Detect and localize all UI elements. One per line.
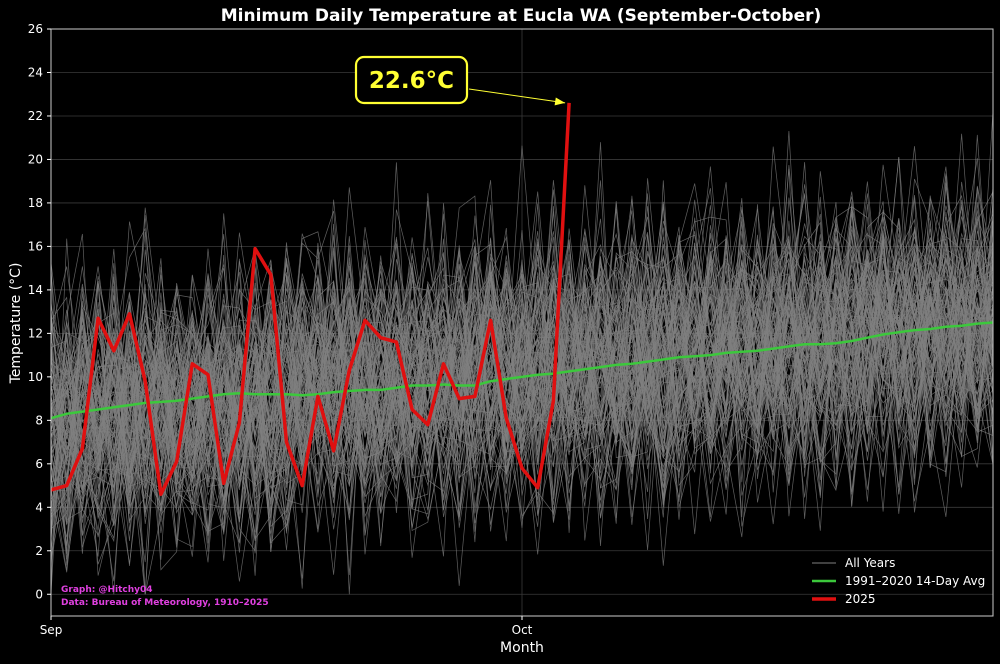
y-tick-label: 12 [28,326,43,340]
year-line [50,204,994,555]
callout: 22.6°C [354,55,566,106]
year-line [50,205,994,553]
year-line [50,245,994,513]
y-tick-label: 18 [28,196,43,210]
year-line [50,240,994,515]
legend-label-avg: 1991–2020 14-Day Avg [845,574,985,588]
year-line [50,162,994,595]
year-line [50,206,994,538]
callout-arrowhead [554,97,566,106]
year-line [50,130,994,523]
callout-arrow [468,88,566,104]
y-axis-label: Temperature (°C) [8,263,24,385]
year-line [50,206,994,544]
year-line [50,191,994,479]
year-line [50,250,994,535]
year-line [50,203,994,561]
year-line [50,201,994,532]
credit-graph: Graph: @Hitchy04 [61,585,153,595]
year-line [50,211,994,536]
year-line [50,228,994,591]
year-line [50,221,994,559]
y-tick-label: 2 [35,544,43,558]
callout-box [354,55,469,105]
chart-title: Minimum Daily Temperature at Eucla WA (S… [221,6,822,26]
year-line [50,213,994,487]
y-tick-label: 6 [35,457,43,471]
callout-label: 22.6°C [369,68,454,94]
year-line [50,185,994,496]
y-tick-label: 22 [28,109,43,123]
year-line [50,231,994,531]
year-line [50,241,994,513]
year-line [50,266,994,575]
series-lines [50,102,994,497]
year-line [50,201,994,509]
year-line [50,217,994,542]
y-tick-label: 8 [35,413,43,427]
legend-label-all-years: All Years [845,556,895,570]
y-tick-label: 0 [35,587,43,601]
year-line [50,223,994,553]
year-line [50,220,994,586]
avg-line [50,321,994,420]
year-line [50,205,994,519]
legend: All Years 1991–2020 14-Day Avg 2025 [812,556,985,606]
credit-data: Data: Bureau of Meteorology, 1910–2025 [61,598,269,608]
y-tick-label: 14 [28,283,43,297]
year-line [50,134,994,535]
y-tick-label: 10 [28,370,43,384]
y-tick-label: 20 [28,152,43,166]
credits: Graph: @Hitchy04 Data: Bureau of Meteoro… [61,585,269,608]
year-line [50,218,994,510]
year-line [50,236,994,527]
y-tick-label: 4 [35,500,43,514]
y-tick-label: 16 [28,239,43,253]
x-tick-label: Sep [40,623,63,637]
x-tick-label: Oct [512,623,533,637]
line-2025 [50,102,571,497]
year-line [50,236,994,595]
year-line [50,187,994,534]
y-tick-label: 26 [28,22,43,36]
year-line [50,199,994,516]
y-tick-label: 24 [28,65,43,79]
x-axis-label: Month [500,640,544,656]
legend-label-2025: 2025 [845,592,876,606]
